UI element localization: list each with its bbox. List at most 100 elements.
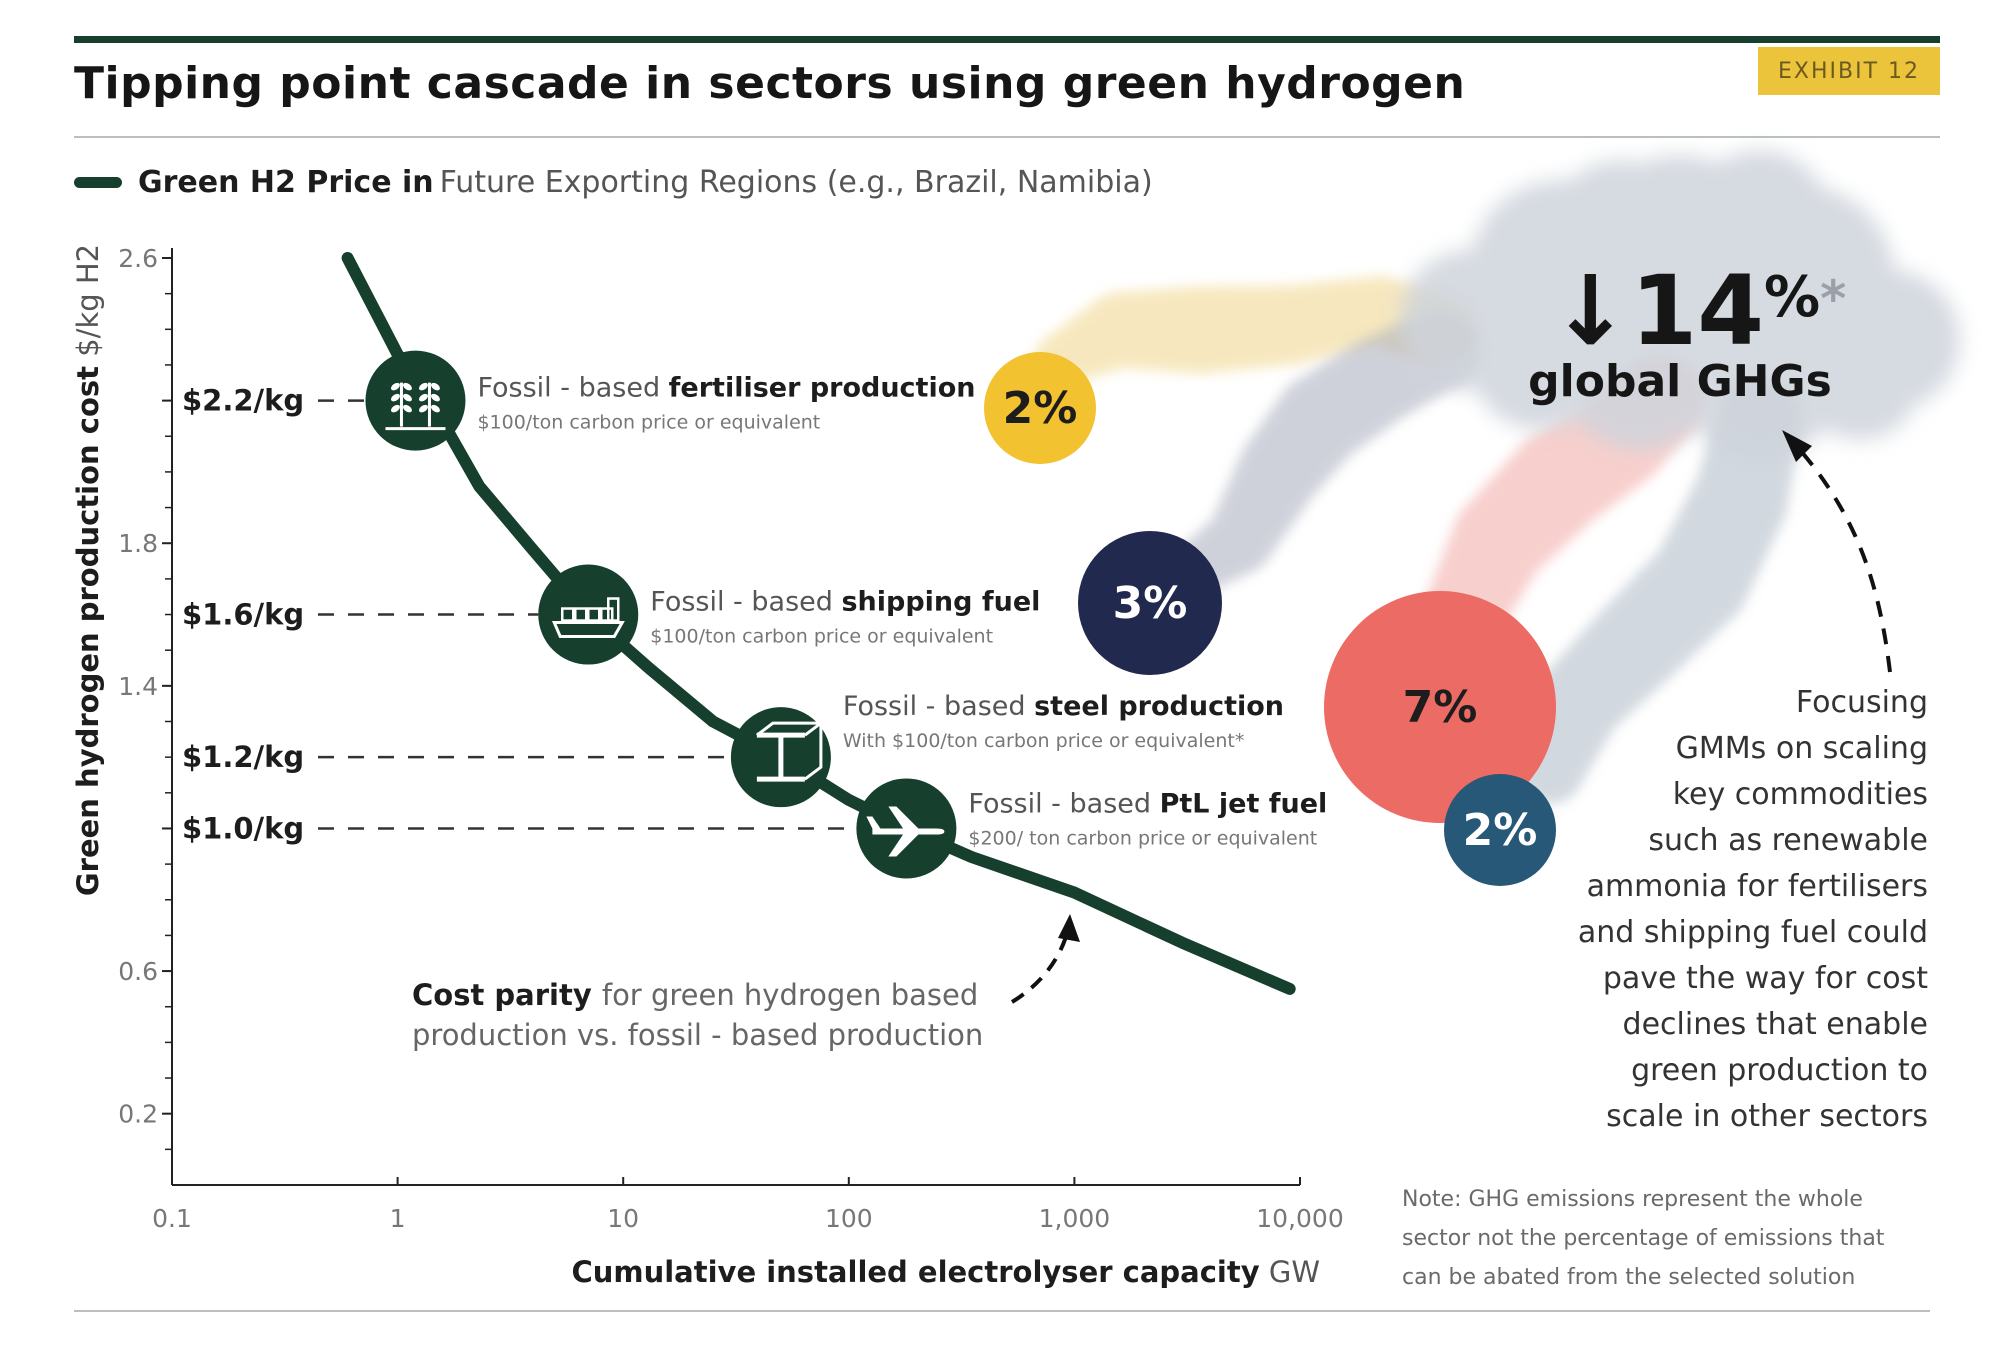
cloud-puff <box>1690 150 1830 290</box>
sector-label-prefix: Fossil - based <box>968 788 1159 819</box>
plane-wing-bottom <box>888 832 921 857</box>
cloud-puff <box>1680 300 1840 460</box>
sector-label-prefix: Fossil - based <box>477 373 668 404</box>
y-tick-label: 2.6 <box>118 244 158 273</box>
sector-share-bubble <box>984 352 1096 464</box>
sector-share-value: 2% <box>1463 805 1538 856</box>
side-note-line: such as renewable <box>1648 823 1928 858</box>
airplane-icon <box>866 806 945 857</box>
exhibit-badge: EXHIBIT 12 <box>1758 47 1940 95</box>
ghg-cloud <box>1400 150 1960 460</box>
sector-share-bubble <box>1324 591 1556 823</box>
x-tick-label: 10 <box>607 1204 639 1233</box>
y-axis-title: Green hydrogen production cost $/kg H2 <box>71 244 105 896</box>
price-label: $1.0/kg <box>182 811 304 845</box>
chart-axes: 0.1 1 10 100 1,000 10,000 2.6 1.8 1.4 0.6 0.2 Cumul… <box>71 244 1344 1289</box>
side-note-line: GMMs on scaling <box>1675 731 1928 766</box>
milestone-marker <box>538 564 639 665</box>
ship-container <box>600 607 614 622</box>
cost-parity-note-line: production vs. fossil - based production <box>412 1018 983 1052</box>
sector-label-bold: steel production <box>1034 691 1284 722</box>
cloud-puff <box>1550 160 1690 300</box>
wheat-grain <box>431 382 440 391</box>
x-axis-title-unit: GW <box>1260 1255 1320 1289</box>
side-note-arrow-head <box>1782 430 1812 462</box>
side-note-line: key commodities <box>1672 777 1928 812</box>
cost-parity-bold: Cost parity <box>412 978 602 1012</box>
cloud-puff <box>1560 290 1720 450</box>
x-tick-label: 10,000 <box>1256 1204 1343 1233</box>
wheat-grain <box>391 404 400 413</box>
side-note-line: and shipping fuel could <box>1577 915 1928 950</box>
page-title: Tipping point cascade in sectors using g… <box>74 58 1466 109</box>
side-note-line: green production to <box>1631 1053 1928 1088</box>
milestone-disc <box>365 350 466 451</box>
top-rule <box>74 36 1940 43</box>
ghg-total-value: ↓14%* <box>1550 255 1846 367</box>
carbon-price-note: $100/ton carbon price or equivalent <box>477 412 820 434</box>
wheat-grain <box>431 393 440 402</box>
price-guides: $2.2/kg $1.6/kg $1.2/kg $1.0/kg <box>182 384 857 845</box>
price-label: $1.2/kg <box>182 740 304 774</box>
x-tick-label: 100 <box>825 1204 873 1233</box>
footnote-line: Note: GHG emissions represent the whole <box>1402 1187 1863 1212</box>
sector-label: Fossil - based steel production <box>843 691 1284 722</box>
footnote-line: can be abated from the selected solution <box>1402 1265 1856 1290</box>
plane-body <box>872 828 945 835</box>
ship-container <box>561 607 575 622</box>
price-label: $2.2/kg <box>182 384 304 418</box>
price-label: $1.6/kg <box>182 598 304 632</box>
sector-label-prefix: Fossil - based <box>650 587 841 618</box>
ghg-total-number: 14 <box>1630 255 1764 367</box>
sector-label-bold: fertiliser production <box>669 373 976 404</box>
sector-share-bubble <box>1078 531 1222 675</box>
sector-share-value: 2% <box>1003 383 1078 434</box>
ship-container <box>587 607 601 622</box>
footnote-line: sector not the percentage of emissions t… <box>1402 1226 1885 1251</box>
milestone-marker <box>365 350 466 451</box>
y-tick-label: 1.4 <box>118 672 158 701</box>
side-note-line: pave the way for cost <box>1602 961 1928 996</box>
wheat-grain <box>419 404 428 413</box>
title-divider <box>74 136 1940 138</box>
bottom-divider <box>74 1310 1930 1312</box>
y-tick-label: 0.2 <box>118 1100 158 1129</box>
wheat-grain <box>403 382 412 391</box>
steel-beam-icon <box>755 721 826 782</box>
side-note: Focusing GMMs on scaling key commodities… <box>1508 680 1928 1140</box>
beam-depth <box>755 721 826 781</box>
side-note-line: Focusing <box>1795 685 1928 720</box>
legend-label-bold: Green H2 Price in <box>138 164 434 200</box>
y-tick-label: 1.8 <box>118 529 158 558</box>
cloud-puff <box>1800 320 1920 440</box>
carbon-price-note: With $100/ton carbon price or equivalent… <box>843 730 1244 752</box>
x-tick-label: 1,000 <box>1039 1204 1111 1233</box>
sector-label-bold: shipping fuel <box>841 587 1040 618</box>
wheat-icon <box>385 382 446 431</box>
ship-icon <box>551 597 625 639</box>
side-note-line: declines that enable <box>1622 1007 1928 1042</box>
plane-tail <box>866 816 881 829</box>
carbon-price-note: $200/ ton carbon price or equivalent <box>968 827 1317 849</box>
cost-parity-arrow-head <box>1058 914 1080 942</box>
cost-parity-rest: for green hydrogen based <box>602 978 978 1012</box>
cost-parity-note-line: Cost parity for green hydrogen based <box>412 978 978 1012</box>
wheat-grain <box>403 393 412 402</box>
sector-share-value: 3% <box>1113 578 1188 629</box>
ship-bridge <box>607 597 620 622</box>
ghg-percent-sign: % <box>1764 265 1820 330</box>
wheat-grain <box>403 404 412 413</box>
sector-share-bubbles: 2% 3% 7% 2% <box>984 352 1556 886</box>
plane-wing-top <box>888 806 921 831</box>
milestones-layer: Fossil - based fertiliser production $100… <box>365 350 1327 879</box>
legend-line-swatch <box>74 176 122 188</box>
wheat-grain <box>391 393 400 402</box>
sector-label: Fossil - based fertiliser production <box>477 373 975 404</box>
wheat-grain <box>391 382 400 391</box>
y-tick-label: 0.6 <box>118 957 158 986</box>
ship-container <box>574 607 588 622</box>
chart-legend: Green H2 Price in Future Exporting Regio… <box>74 162 1153 202</box>
y-axis-title-bold: Green hydrogen production cost <box>71 366 105 896</box>
